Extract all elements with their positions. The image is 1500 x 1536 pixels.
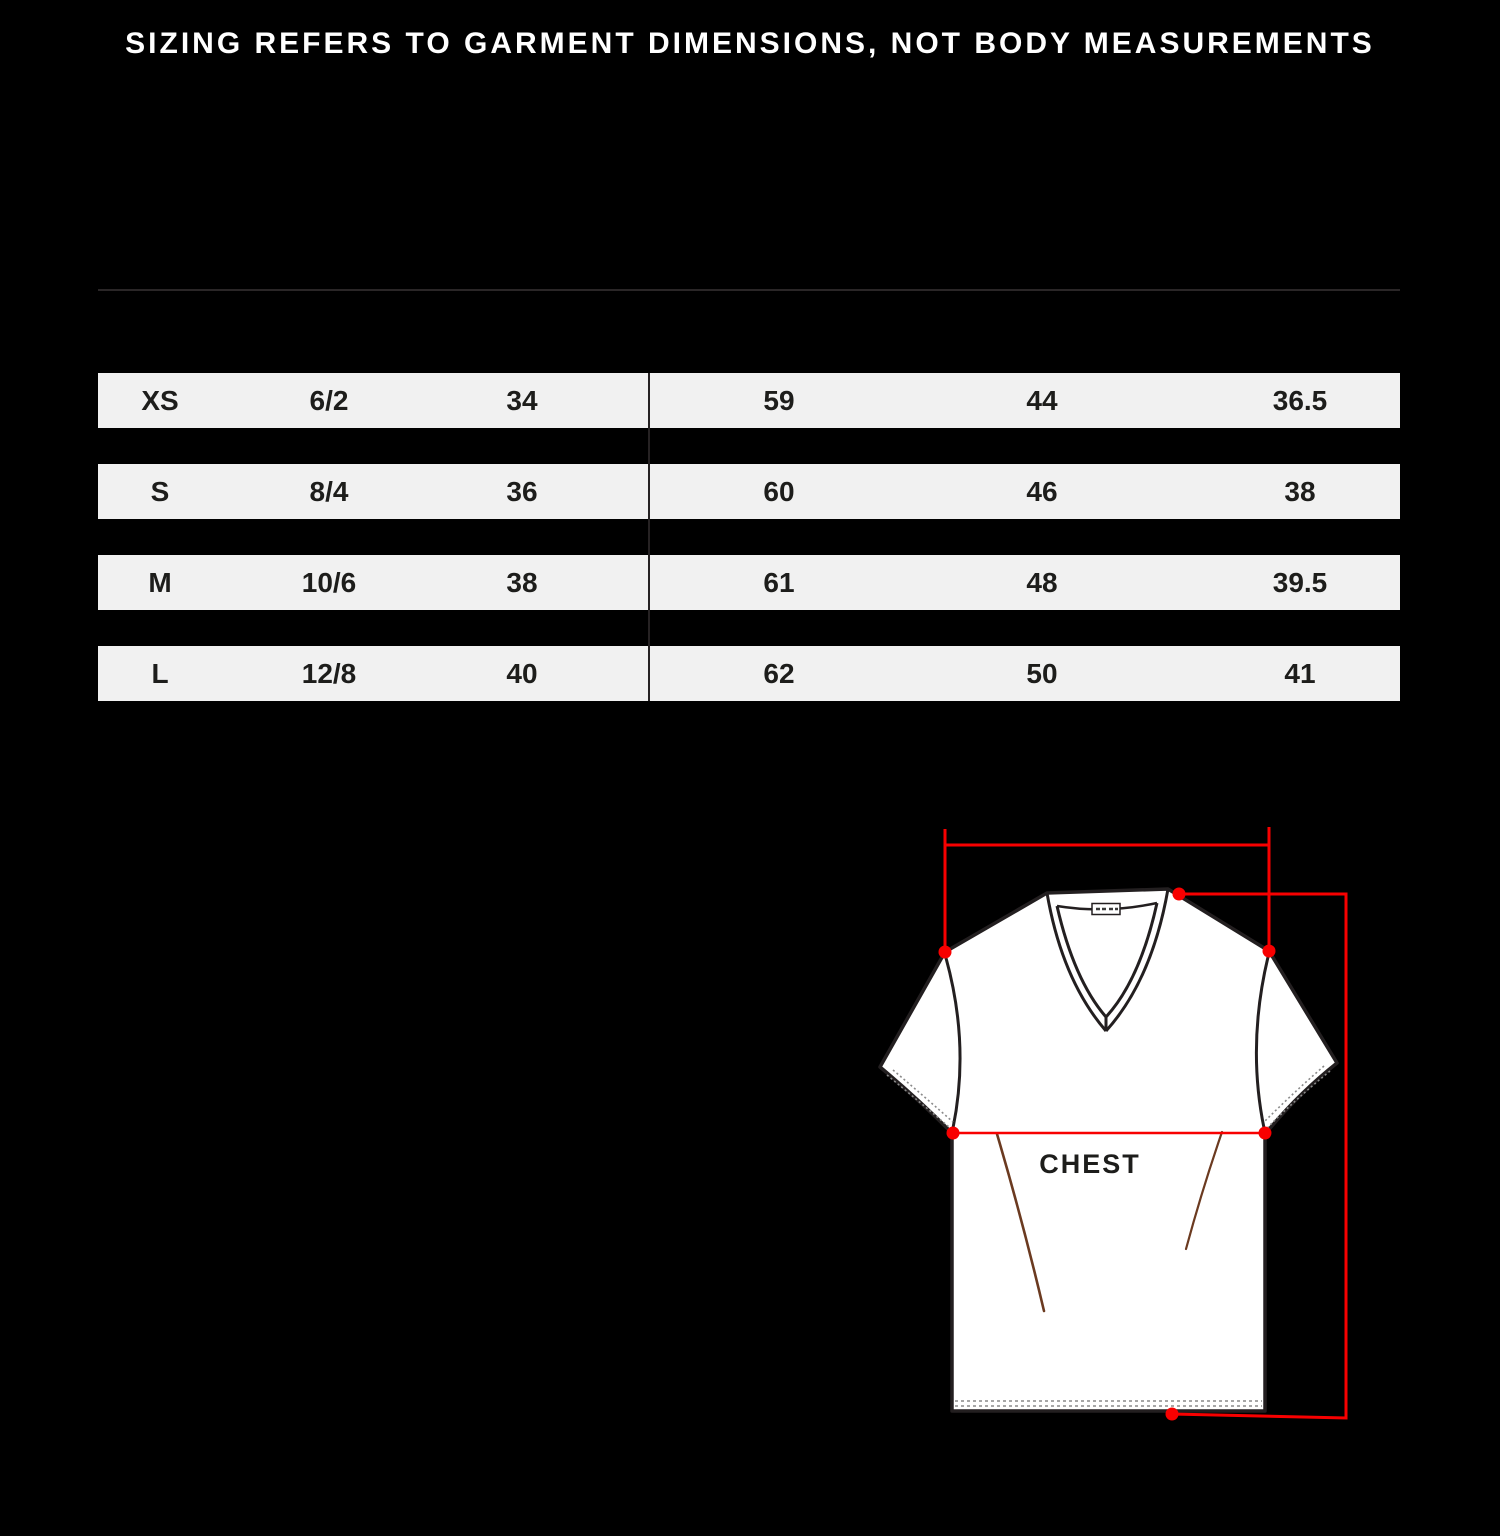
table-row-m: M 10/6 38 61 48 39.5 — [98, 555, 1400, 610]
size-cell: S — [150, 476, 170, 507]
table-row-l: L 12/8 40 62 50 41 — [98, 646, 1400, 701]
size-table: XS 6/2 34 59 44 36.5 S 8/4 36 60 46 38 M… — [98, 373, 1400, 701]
value-cell: 6/2 — [309, 385, 349, 416]
value-cell: 8/4 — [309, 476, 349, 507]
value-cell: 48 — [1026, 567, 1058, 598]
value-cell: 62 — [763, 658, 795, 689]
value-cell: 61 — [763, 567, 795, 598]
value-cell: 39.5 — [1272, 567, 1328, 598]
brand-label — [1091, 902, 1121, 916]
value-cell: 36.5 — [1272, 385, 1328, 416]
measurement-lines — [943, 827, 1348, 1420]
chest-label: CHEST — [1039, 1149, 1141, 1179]
value-cell: 41 — [1284, 658, 1316, 689]
size-cell: M — [148, 567, 172, 598]
value-cell: 59 — [763, 385, 795, 416]
value-cell: 38 — [506, 567, 538, 598]
tshirt-measurement-diagram: CHEST — [878, 827, 1348, 1421]
separator-rule — [98, 289, 1400, 291]
value-cell: 38 — [1284, 476, 1316, 507]
value-cell: 12/8 — [301, 658, 357, 689]
table-row-s: S 8/4 36 60 46 38 — [98, 464, 1400, 519]
sleeve-stitching — [886, 1065, 1331, 1128]
drape-lines — [995, 1130, 1224, 1313]
value-cell: 34 — [506, 385, 538, 416]
value-cell: 44 — [1026, 385, 1058, 416]
table-row-xs: XS 6/2 34 59 44 36.5 — [98, 373, 1400, 428]
value-cell: 46 — [1026, 476, 1058, 507]
measurement-dots — [938, 887, 1276, 1421]
value-cell: 10/6 — [301, 567, 357, 598]
value-cell: 40 — [506, 658, 538, 689]
value-cell: 60 — [763, 476, 795, 507]
size-cell: L — [151, 658, 169, 689]
length-measure-line — [1171, 892, 1348, 1420]
table-column-divider — [648, 373, 650, 701]
size-cell: XS — [141, 385, 179, 416]
armhole-seams — [944, 956, 1270, 1129]
value-cell: 36 — [506, 476, 538, 507]
page-title: SIZING REFERS TO GARMENT DIMENSIONS, NOT… — [125, 27, 1375, 60]
value-cell: 50 — [1026, 658, 1058, 689]
